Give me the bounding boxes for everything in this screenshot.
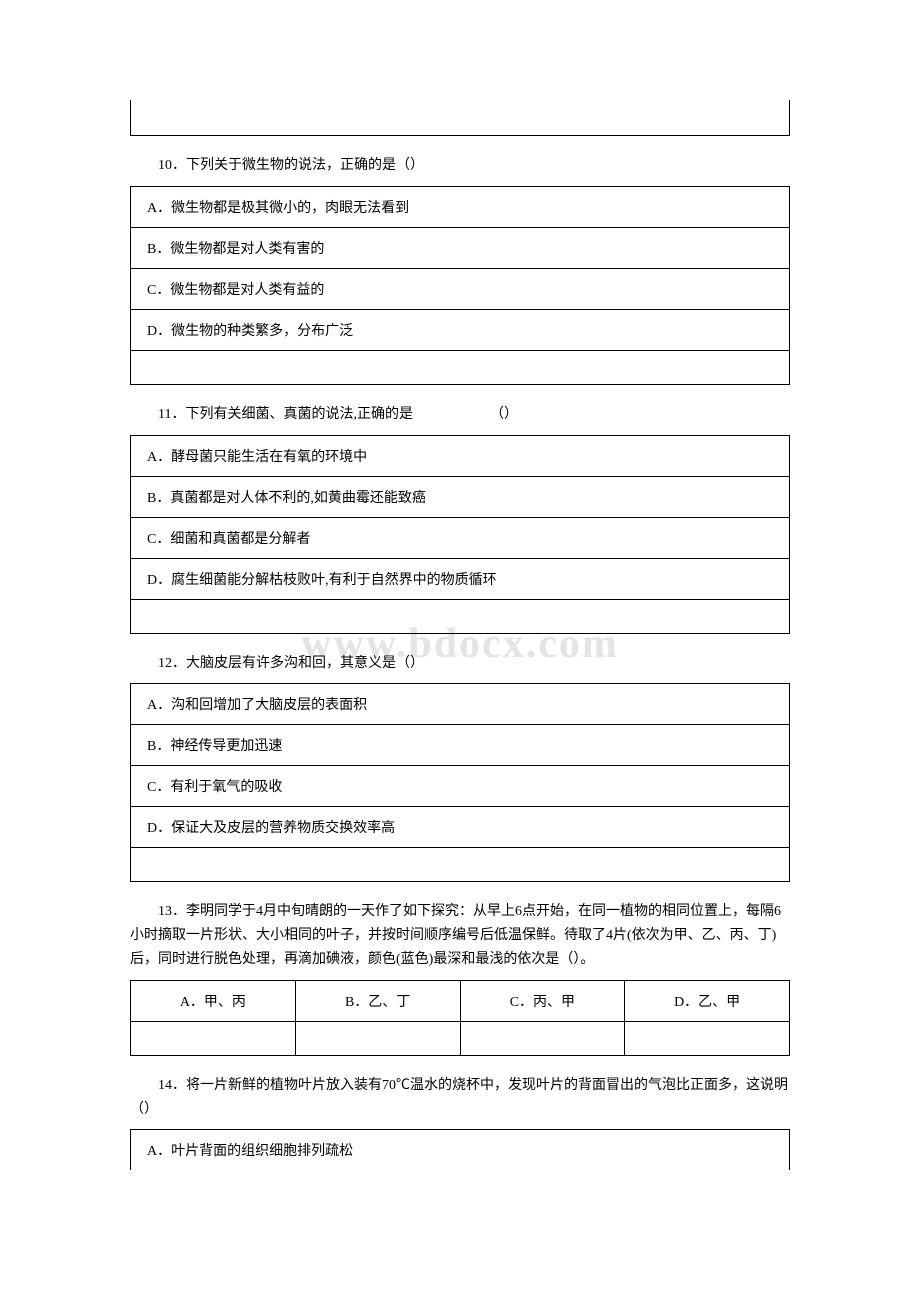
q11-option-c: C．细菌和真菌都是分解者: [131, 517, 790, 558]
q13-spacer-1: [131, 1021, 296, 1055]
q10-options-table: A．微生物都是极其微小的，肉眼无法看到 B．微生物都是对人类有害的 C．微生物都…: [130, 186, 790, 385]
q10-question: 10．下列关于微生物的说法，正确的是（）: [130, 154, 790, 178]
q11-option-b: B．真菌都是对人体不利的,如黄曲霉还能致癌: [131, 476, 790, 517]
q13-spacer-3: [460, 1021, 625, 1055]
q9-table-tail: [130, 100, 790, 136]
q10-spacer: [131, 350, 790, 384]
q14-question: 14．将一片新鲜的植物叶片放入装有70℃温水的烧杯中，发现叶片的背面冒出的气泡比…: [130, 1074, 790, 1122]
q13-options-table: A．甲、丙 B．乙、丁 C．丙、甲 D．乙、甲: [130, 980, 790, 1056]
q12-option-a: A．沟和回增加了大脑皮层的表面积: [131, 684, 790, 725]
document-content: 10．下列关于微生物的说法，正确的是（） A．微生物都是极其微小的，肉眼无法看到…: [130, 100, 790, 1170]
q11-options-table: A．酵母菌只能生活在有氧的环境中 B．真菌都是对人体不利的,如黄曲霉还能致癌 C…: [130, 435, 790, 634]
q13-option-b: B．乙、丁: [295, 980, 460, 1021]
q11-option-d: D．腐生细菌能分解枯枝败叶,有利于自然界中的物质循环: [131, 558, 790, 599]
q12-options-table: A．沟和回增加了大脑皮层的表面积 B．神经传导更加迅速 C．有利于氧气的吸收 D…: [130, 683, 790, 882]
q14-option-a: A．叶片背面的组织细胞排列疏松: [131, 1130, 790, 1171]
q13-spacer-2: [295, 1021, 460, 1055]
q12-option-d: D．保证大及皮层的营养物质交换效率高: [131, 807, 790, 848]
q12-question: 12．大脑皮层有许多沟和回，其意义是（）: [130, 652, 790, 676]
q10-option-c: C．微生物都是对人类有益的: [131, 268, 790, 309]
q11-question: 11．下列有关细菌、真菌的说法,正确的是 （）: [130, 403, 790, 427]
q13-option-d: D．乙、甲: [625, 980, 790, 1021]
q12-spacer: [131, 848, 790, 882]
q10-option-d: D．微生物的种类繁多，分布广泛: [131, 309, 790, 350]
q11-spacer: [131, 599, 790, 633]
q12-option-c: C．有利于氧气的吸收: [131, 766, 790, 807]
q14-options-table: A．叶片背面的组织细胞排列疏松: [130, 1129, 790, 1170]
q13-option-a: A．甲、丙: [131, 980, 296, 1021]
q13-question: 13．李明同学于4月中旬晴朗的一天作了如下探究：从早上6点开始，在同一植物的相同…: [130, 900, 790, 971]
q13-option-c: C．丙、甲: [460, 980, 625, 1021]
q12-option-b: B．神经传导更加迅速: [131, 725, 790, 766]
q11-option-a: A．酵母菌只能生活在有氧的环境中: [131, 435, 790, 476]
q13-spacer-4: [625, 1021, 790, 1055]
q10-option-b: B．微生物都是对人类有害的: [131, 227, 790, 268]
q10-option-a: A．微生物都是极其微小的，肉眼无法看到: [131, 186, 790, 227]
